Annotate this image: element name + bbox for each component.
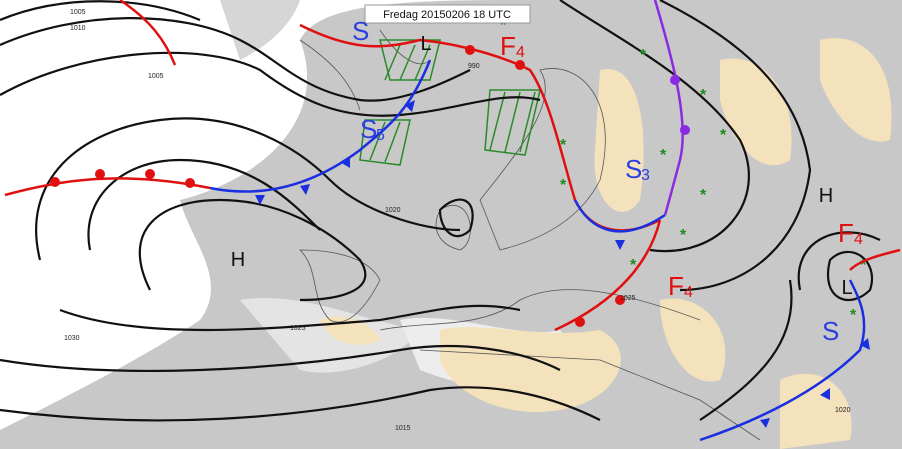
hatched-precip: [359, 39, 541, 166]
front-label-index: 5: [376, 127, 385, 144]
isobar-label: 990: [468, 63, 480, 70]
svg-text:*: *: [680, 227, 687, 244]
svg-text:*: *: [850, 307, 857, 324]
front-symbols: [50, 45, 870, 428]
isobar-label: 1030: [64, 335, 80, 342]
svg-text:*: *: [700, 187, 707, 204]
pressure-center: H: [231, 249, 245, 271]
svg-text:*: *: [500, 17, 507, 34]
front-label: F: [500, 31, 516, 61]
isobar-label: 1005: [148, 73, 164, 80]
front-label-index: 4: [854, 231, 863, 248]
pressure-center: H: [819, 185, 833, 207]
front-label: F: [668, 271, 684, 301]
isobars: [0, 0, 881, 422]
svg-text:*: *: [660, 147, 667, 164]
svg-text:*: *: [720, 127, 727, 144]
front-label-index: 4: [684, 284, 693, 301]
front-label-index: 4: [516, 44, 525, 61]
isobar-label: 1015: [395, 425, 411, 432]
svg-text:*: *: [640, 47, 647, 64]
svg-text:*: *: [700, 87, 707, 104]
isobar-label: 1020: [385, 207, 401, 214]
svg-text:*: *: [560, 177, 567, 194]
front-label: F: [838, 218, 854, 248]
map-title: Fredag 20150206 18 UTC: [383, 9, 511, 21]
front-label: S: [625, 154, 642, 184]
isobar-label: 1005: [70, 9, 86, 16]
svg-text:*: *: [560, 137, 567, 154]
svg-text:*: *: [860, 257, 867, 274]
svg-text:*: *: [630, 257, 637, 274]
front-label: S: [360, 114, 377, 144]
pressure-center: L: [420, 33, 431, 55]
isobar-label: 1025: [620, 295, 636, 302]
isobar-label: 1020: [835, 407, 851, 414]
front-label: S: [352, 16, 369, 46]
title-box: [364, 4, 531, 24]
front-label-index: 3: [641, 167, 650, 184]
isobar-label: 1010: [70, 25, 86, 32]
coastlines: [299, 29, 761, 441]
snow-symbols: * * * * * * * * * * * *: [500, 17, 867, 324]
pressure-center: L: [841, 277, 852, 299]
front-label: S: [822, 316, 839, 346]
isobar-label: 1025: [290, 325, 306, 332]
